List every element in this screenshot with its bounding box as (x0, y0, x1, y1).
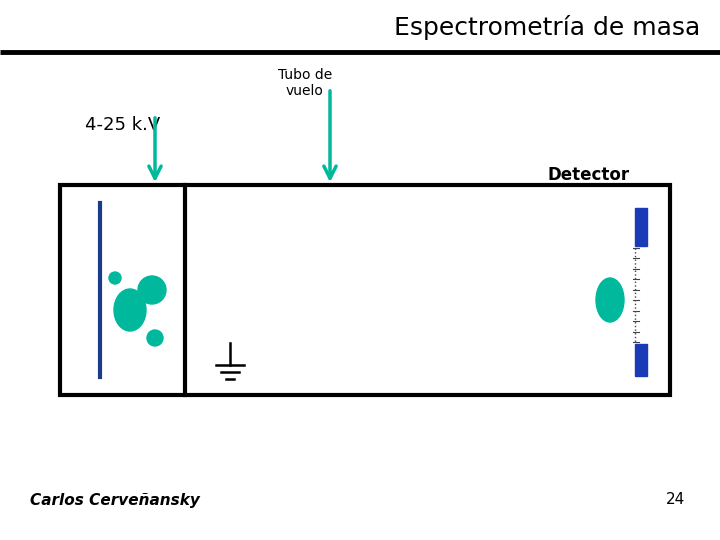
Bar (60, 185, 670, 395)
Circle shape (147, 330, 163, 346)
Text: Espectrometría de masa: Espectrometría de masa (394, 16, 700, 40)
Bar (635, 344, 647, 376)
Ellipse shape (114, 289, 146, 331)
Text: Tubo de
vuelo: Tubo de vuelo (278, 68, 332, 98)
Circle shape (138, 276, 166, 304)
Circle shape (109, 272, 121, 284)
Text: Carlos Cerveñansky: Carlos Cerveñansky (30, 492, 200, 508)
Ellipse shape (596, 278, 624, 322)
Text: 24: 24 (666, 492, 685, 508)
Text: Detector: Detector (548, 166, 630, 184)
Text: 4-25 k.V: 4-25 k.V (85, 116, 161, 134)
Bar (635, 208, 647, 246)
